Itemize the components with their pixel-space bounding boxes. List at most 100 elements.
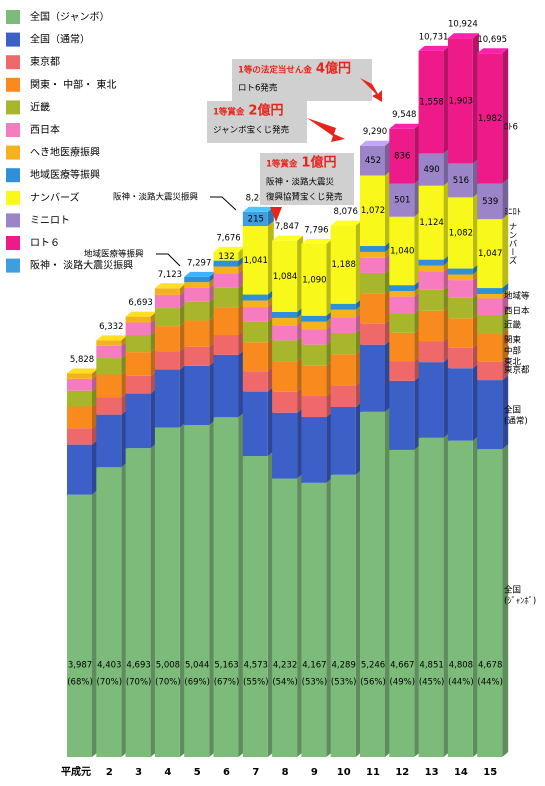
legend-swatch (6, 236, 20, 250)
side-label: ナンバーズ (507, 222, 517, 265)
bar-segment (477, 334, 503, 362)
bar-segment (447, 280, 473, 298)
bar-segment (67, 406, 92, 429)
bar-segment (272, 317, 298, 326)
bar-segment (67, 373, 92, 379)
annotation-amount: 1億円 (301, 155, 336, 171)
legend-swatch (6, 168, 20, 183)
bar-segment (67, 428, 92, 445)
jumbo-label: 4,232 (273, 661, 297, 671)
bar-segment (125, 393, 151, 449)
bar-segment (477, 298, 503, 315)
bar-segment (125, 375, 151, 394)
bar-segment (330, 303, 356, 310)
bar-segment (360, 323, 385, 345)
side-label: 西日本 (504, 306, 530, 317)
bar-side (502, 293, 509, 315)
bar-segment (67, 444, 92, 495)
segment-label: 1,072 (361, 206, 385, 216)
leader-line (210, 196, 237, 211)
bar-segment (418, 310, 444, 342)
bar-segment (184, 346, 210, 366)
bar-segment (447, 274, 473, 281)
x-tick-label: 5 (194, 767, 201, 778)
bar-top (360, 140, 391, 146)
bar-top (447, 33, 479, 39)
bar-segment (242, 211, 268, 227)
share-label: (54%) (272, 678, 298, 688)
bar-segment (242, 456, 268, 757)
x-tick-label: 9 (311, 767, 318, 778)
bar-segment (242, 321, 268, 343)
bar-segment (242, 391, 268, 457)
share-label: (53%) (331, 678, 357, 688)
leader-line (156, 253, 181, 267)
bar-segment (242, 342, 268, 372)
share-label: (53%) (302, 678, 328, 688)
total-label: 10,924 (448, 20, 478, 30)
bar-side (502, 48, 509, 184)
x-tick-label: 4 (164, 767, 171, 778)
segment-label: 1,903 (449, 96, 473, 106)
side-label: 東北 (504, 357, 522, 368)
bar-segment (67, 390, 92, 407)
total-label: 7,297 (187, 258, 211, 268)
bar-segment (184, 425, 210, 757)
bar-top (125, 311, 157, 317)
bar-segment (389, 361, 415, 381)
annotation-amount: 2億円 (248, 103, 283, 119)
bar-segment (96, 374, 122, 398)
bar-segment (330, 332, 356, 355)
bar-segment (242, 371, 268, 392)
bar-segment (360, 145, 385, 176)
legend-label: 西日本 (30, 123, 60, 136)
annotation-arrow (307, 118, 345, 142)
annotation-line: 復興協賛宝くじ発売 (266, 192, 343, 203)
bar-segment (418, 289, 444, 311)
jumbo-label: 4,851 (419, 661, 443, 671)
jumbo-label: 4,667 (390, 661, 414, 671)
jumbo-label: 3,987 (68, 661, 92, 671)
bar-segment (447, 163, 473, 198)
bar-segment (301, 417, 327, 483)
legend-swatch (6, 100, 20, 115)
segment-label: 490 (423, 165, 439, 175)
bar-segment (301, 329, 327, 345)
bar-segment (477, 380, 503, 450)
jumbo-label: 4,808 (449, 661, 473, 671)
bar-top (184, 271, 216, 277)
segment-label: 452 (365, 156, 381, 166)
bar-segment (447, 347, 473, 369)
bar-segment (360, 344, 385, 412)
bar-segment (330, 309, 356, 318)
bar-segment (96, 345, 122, 359)
total-label: 7,847 (275, 222, 299, 232)
bar-segment (418, 153, 444, 186)
legend-label: 地域医療等振興 (30, 168, 100, 181)
bar-top (477, 48, 509, 54)
bar-top (301, 239, 333, 245)
side-label: 東京都 (504, 365, 530, 376)
segment-label: 132 (218, 252, 234, 262)
annotation-head: 1等賞金 (266, 159, 298, 170)
bar-segment (154, 351, 180, 370)
bar-segment (272, 412, 298, 479)
bar-segment (301, 365, 327, 396)
bar-segment (477, 183, 503, 220)
bar-segment (125, 322, 151, 336)
bar-segment (242, 226, 268, 295)
bar-top (389, 123, 421, 129)
labels: 5,828 3,987 (68%) 平成元 6,332 4,403 (70%) 2 6,693 4… (61, 20, 536, 778)
bar-segment (213, 251, 239, 261)
bar-segment (418, 50, 444, 154)
bar-top (213, 246, 245, 252)
bar-segment (272, 478, 298, 757)
legend-swatch (6, 190, 20, 205)
bar-segment (213, 354, 239, 418)
bar-segment (330, 354, 356, 386)
bar-segment (330, 385, 356, 408)
bar-segment (447, 268, 473, 275)
bar-segment (330, 407, 356, 475)
